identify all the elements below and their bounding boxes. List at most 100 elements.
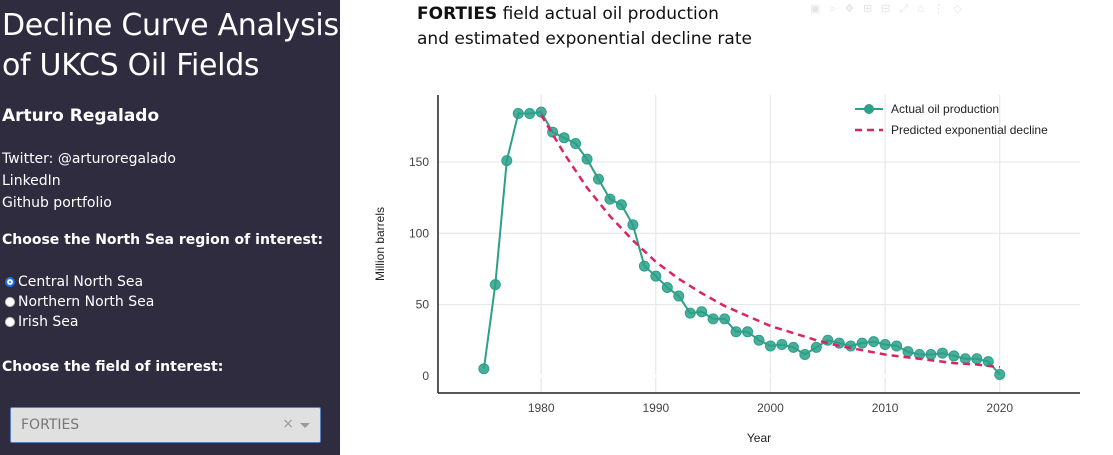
- data-point[interactable]: [810, 341, 822, 353]
- data-point[interactable]: [891, 340, 903, 352]
- data-point[interactable]: [971, 353, 983, 365]
- region-option-label[interactable]: Northern North Sea: [18, 294, 155, 310]
- chart-grid: [438, 95, 1080, 393]
- app-title-line2: of UKCS Oil Fields: [2, 48, 260, 83]
- zoom-icon[interactable]: ⌕: [829, 3, 839, 15]
- data-point[interactable]: [936, 347, 948, 359]
- radio-northern-north-sea[interactable]: [5, 297, 15, 307]
- data-point[interactable]: [570, 137, 582, 149]
- chart-title: FORTIES field actual oil production and …: [417, 2, 752, 52]
- legend-marker-actual[interactable]: [864, 104, 874, 114]
- hover-icon[interactable]: ◇: [953, 3, 965, 15]
- data-point[interactable]: [959, 353, 971, 365]
- chart-modebar[interactable]: ▣ ⌕ ✥ ⊞ ⊟ ⤢ ⌂ ⋮ ◇: [810, 2, 965, 16]
- series-actual-production[interactable]: [482, 111, 1001, 376]
- data-point[interactable]: [489, 279, 501, 291]
- spike-icon[interactable]: ⋮: [933, 3, 948, 15]
- region-option-irish[interactable]: Irish Sea: [5, 312, 154, 332]
- zoom-out-icon[interactable]: ⊟: [881, 3, 894, 15]
- series-predicted-decline[interactable]: [540, 114, 1000, 369]
- data-point[interactable]: [478, 363, 490, 375]
- field-select-value[interactable]: FORTIES: [21, 417, 80, 433]
- x-tick-label: 1980: [528, 401, 555, 415]
- app-title: Decline Curve Analysis of UKCS Oil Field…: [2, 6, 339, 86]
- chart-title-rest: field actual oil production: [497, 4, 719, 24]
- author-name: Arturo Regalado: [2, 106, 160, 126]
- camera-icon[interactable]: ▣: [810, 3, 824, 15]
- data-point[interactable]: [994, 368, 1006, 380]
- data-point[interactable]: [696, 306, 708, 318]
- x-tick-label: 1990: [642, 401, 669, 415]
- data-point[interactable]: [684, 307, 696, 319]
- x-axis-label: Year: [747, 431, 771, 445]
- field-select[interactable]: FORTIES ×: [10, 407, 321, 443]
- data-point[interactable]: [524, 108, 536, 120]
- data-point[interactable]: [764, 340, 776, 352]
- data-point[interactable]: [615, 199, 627, 211]
- region-label: Choose the North Sea region of interest:: [2, 232, 324, 248]
- data-point[interactable]: [593, 173, 604, 185]
- data-point[interactable]: [868, 336, 880, 348]
- legend-entry-label[interactable]: Predicted exponential decline: [891, 123, 1048, 137]
- radio-central-north-sea[interactable]: [5, 277, 15, 287]
- chart-legend[interactable]: Actual oil production Predicted exponenti…: [855, 102, 1048, 137]
- github-link[interactable]: Github portfolio: [2, 195, 112, 211]
- data-point[interactable]: [742, 326, 754, 338]
- data-point[interactable]: [902, 346, 914, 358]
- x-tick-label: 2020: [986, 401, 1013, 415]
- data-point[interactable]: [558, 132, 570, 144]
- pan-icon[interactable]: ✥: [844, 3, 857, 15]
- data-point[interactable]: [707, 313, 719, 325]
- data-point[interactable]: [719, 313, 731, 325]
- region-option-label[interactable]: Irish Sea: [18, 314, 79, 330]
- production-chart[interactable]: 1980 1990 2000 2010 2020 0 50 100 150 Actual oil…: [340, 0, 1113, 455]
- linkedin-link[interactable]: LinkedIn: [2, 173, 61, 189]
- data-point[interactable]: [661, 281, 673, 293]
- region-option-northern[interactable]: Northern North Sea: [5, 292, 154, 312]
- data-point[interactable]: [512, 108, 524, 120]
- data-point[interactable]: [730, 326, 742, 338]
- main-panel: FORTIES field actual oil production and …: [340, 0, 1113, 455]
- data-point[interactable]: [638, 260, 650, 272]
- region-radio-group: Central North Sea Northern North Sea Iri…: [5, 272, 154, 332]
- chart-plot-area[interactable]: [478, 106, 1006, 380]
- region-option-label[interactable]: Central North Sea: [18, 274, 144, 290]
- x-tick-label: 2010: [872, 401, 899, 415]
- zoom-in-icon[interactable]: ⊞: [862, 3, 876, 15]
- data-point[interactable]: [925, 349, 937, 361]
- x-tick-label: 2000: [757, 401, 784, 415]
- chevron-down-icon[interactable]: [300, 423, 310, 428]
- data-point[interactable]: [581, 153, 593, 165]
- chart-title-line2: and estimated exponential decline rate: [417, 29, 752, 49]
- data-point[interactable]: [948, 350, 960, 362]
- y-tick-label: 150: [409, 155, 429, 169]
- data-point[interactable]: [501, 155, 513, 167]
- radio-irish-sea[interactable]: [5, 317, 15, 327]
- field-label: Choose the field of interest:: [2, 359, 224, 375]
- clear-icon[interactable]: ×: [282, 416, 294, 432]
- y-tick-label: 50: [416, 298, 430, 312]
- data-point[interactable]: [799, 349, 811, 361]
- data-point[interactable]: [776, 339, 788, 351]
- social-links: Twitter: @arturoregalado LinkedIn Github…: [2, 148, 176, 214]
- y-tick-label: 0: [422, 369, 429, 383]
- data-point[interactable]: [822, 334, 834, 346]
- data-point[interactable]: [650, 270, 662, 282]
- data-point[interactable]: [604, 193, 616, 205]
- home-icon[interactable]: ⌂: [917, 3, 928, 15]
- chart-axes: [437, 95, 1080, 394]
- data-point[interactable]: [787, 341, 799, 353]
- data-point[interactable]: [627, 219, 639, 231]
- data-point[interactable]: [879, 339, 891, 351]
- data-point[interactable]: [673, 290, 685, 302]
- twitter-link[interactable]: Twitter: @arturoregalado: [2, 151, 177, 167]
- region-option-central[interactable]: Central North Sea: [5, 272, 154, 292]
- autoscale-icon[interactable]: ⤢: [899, 3, 912, 15]
- app-title-line1: Decline Curve Analysis: [2, 8, 339, 43]
- sidebar: Decline Curve Analysis of UKCS Oil Field…: [0, 0, 340, 455]
- legend-entry-label[interactable]: Actual oil production: [891, 102, 999, 116]
- data-point[interactable]: [845, 340, 857, 352]
- data-point[interactable]: [856, 337, 868, 349]
- data-point[interactable]: [753, 334, 765, 346]
- y-axis-label: Million barrels: [373, 207, 387, 281]
